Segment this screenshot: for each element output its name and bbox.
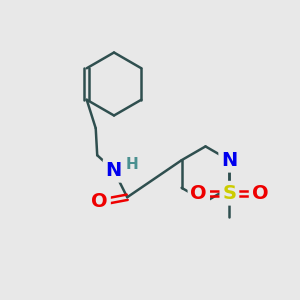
Text: O: O	[252, 184, 268, 203]
Text: N: N	[221, 151, 238, 170]
Text: N: N	[106, 161, 122, 180]
Text: S: S	[222, 184, 236, 203]
Text: H: H	[125, 157, 138, 172]
Text: O: O	[190, 184, 207, 203]
Text: O: O	[91, 192, 108, 211]
